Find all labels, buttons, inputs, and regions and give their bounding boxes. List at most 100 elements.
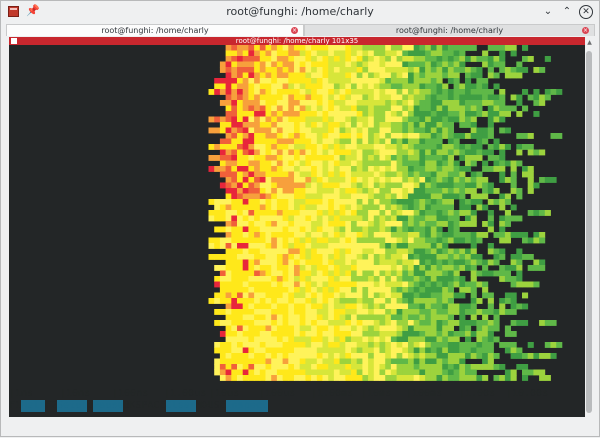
- heatmap-cell: [425, 166, 432, 172]
- heatmap-cell: [499, 89, 506, 95]
- heatmap-cell: [425, 83, 432, 90]
- heatmap-cell: [396, 166, 403, 172]
- function-key[interactable]: MOUSE: [195, 400, 226, 411]
- function-key-label[interactable]: Pause: [93, 400, 124, 412]
- heatmap-cell: [316, 89, 323, 95]
- heatmap-cell: [533, 149, 540, 156]
- function-key[interactable]: p: [87, 400, 94, 411]
- heatmap-cell: [299, 182, 306, 189]
- heatmap-cell: [402, 369, 409, 376]
- heatmap-cell: [487, 72, 494, 79]
- heatmap-cell: [294, 314, 301, 321]
- heatmap-cell: [231, 210, 238, 216]
- tab-1-close-icon[interactable]: ×: [291, 27, 298, 34]
- heatmap-cell: [237, 133, 244, 139]
- heatmap-cell: [231, 67, 238, 73]
- heatmap-cell: [305, 210, 312, 216]
- heatmap-cell: [470, 171, 477, 178]
- heatmap-cell: [510, 298, 517, 304]
- heatmap-cell: [328, 182, 335, 189]
- heatmap-cell: [237, 369, 244, 376]
- heatmap-cell: [385, 83, 392, 90]
- terminal-area[interactable]: root@funghi: /home/charly 101x35: [9, 37, 585, 417]
- function-key-label[interactable]: Setup: [57, 400, 88, 412]
- function-key[interactable]: F2: [45, 400, 58, 411]
- heatmap-cell: [231, 375, 238, 381]
- heatmap-cell: [311, 182, 318, 189]
- heatmap-cell: [379, 215, 386, 222]
- terminal-app-icon[interactable]: [8, 6, 19, 17]
- heatmap-cell: [237, 232, 244, 238]
- heatmap-cell: [453, 171, 460, 178]
- heatmap-cell: [368, 303, 375, 310]
- heatmap-cell: [322, 50, 329, 57]
- heatmap-cell: [322, 292, 329, 299]
- function-key[interactable]: BKSPACE: [123, 400, 166, 411]
- heatmap-cell: [476, 171, 483, 178]
- function-key-label[interactable]: Help: [21, 400, 46, 412]
- heatmap-cell: [231, 105, 238, 112]
- heatmap-cell: [396, 259, 403, 266]
- heatmap-cell: [385, 160, 392, 167]
- heatmap-cell: [259, 226, 266, 233]
- heatmap-cell: [214, 276, 221, 282]
- latency-heatmap[interactable]: [9, 45, 585, 417]
- heatmap-cell: [499, 265, 506, 271]
- heatmap-cell: [487, 67, 494, 73]
- heatmap-cell: [339, 171, 346, 178]
- heatmap-cell: [470, 105, 477, 112]
- heatmap-cell: [282, 320, 289, 326]
- scroll-up-icon[interactable]: ▲: [587, 39, 592, 46]
- heatmap-cell: [453, 72, 460, 79]
- heatmap-cell: [459, 276, 466, 282]
- heatmap-cell: [339, 325, 346, 332]
- heatmap-cell: [288, 78, 295, 84]
- heatmap-cell: [322, 254, 329, 260]
- heatmap-cell: [288, 331, 295, 337]
- heatmap-cell: [219, 78, 226, 84]
- heatmap-cell: [322, 105, 329, 112]
- heatmap-cell: [470, 347, 477, 354]
- heatmap-cell: [351, 45, 358, 51]
- heatmap-cell: [373, 61, 380, 68]
- heatmap-cell: [231, 122, 238, 128]
- heatmap-cell: [510, 67, 517, 73]
- pin-icon[interactable]: 📌: [26, 4, 40, 17]
- heatmap-cell: [527, 56, 534, 62]
- heatmap-cell: [436, 353, 443, 359]
- terminal-scrollbar[interactable]: ▲: [585, 37, 594, 417]
- heatmap-cell: [487, 155, 494, 161]
- heatmap-cell: [328, 78, 335, 84]
- heatmap-cell: [237, 325, 244, 332]
- heatmap-cell: [328, 248, 335, 255]
- heatmap-cell: [465, 215, 472, 222]
- heatmap-cell: [447, 292, 454, 299]
- heatmap-cell: [390, 50, 397, 57]
- heatmap-cell: [288, 265, 295, 271]
- tab-1[interactable]: root@funghi: /home/charly ×: [6, 24, 304, 36]
- scrollbar-thumb[interactable]: [586, 51, 592, 413]
- heatmap-cell: [356, 94, 363, 101]
- heatmap-cell: [345, 204, 352, 211]
- heatmap-cell: [299, 358, 306, 365]
- function-key-label[interactable]: Clear: [165, 400, 196, 412]
- heatmap-cell: [254, 177, 261, 183]
- close-button[interactable]: ✕: [579, 5, 593, 19]
- heatmap-cell: [328, 166, 335, 172]
- heatmap-cell: [522, 105, 529, 112]
- function-key-label[interactable]: Inspect: [225, 400, 268, 412]
- maximize-button[interactable]: ⌃: [562, 6, 572, 17]
- heatmap-cell: [402, 342, 409, 348]
- heatmap-cell: [413, 94, 420, 101]
- heatmap-cell: [339, 226, 346, 233]
- heatmap-cell: [430, 67, 437, 73]
- title-bar[interactable]: 📌 root@funghi: /home/charly ⌄ ⌃ ✕: [1, 1, 599, 24]
- minimize-button[interactable]: ⌄: [543, 6, 553, 17]
- tab-2[interactable]: root@funghi: /home/charly ×: [304, 24, 595, 36]
- function-key[interactable]: F1: [9, 400, 22, 411]
- tab-2-close-icon[interactable]: ×: [582, 27, 589, 34]
- heatmap-cell: [328, 50, 335, 57]
- heatmap-cell: [419, 67, 426, 73]
- heatmap-cell: [504, 144, 511, 150]
- heatmap-cell: [413, 199, 420, 205]
